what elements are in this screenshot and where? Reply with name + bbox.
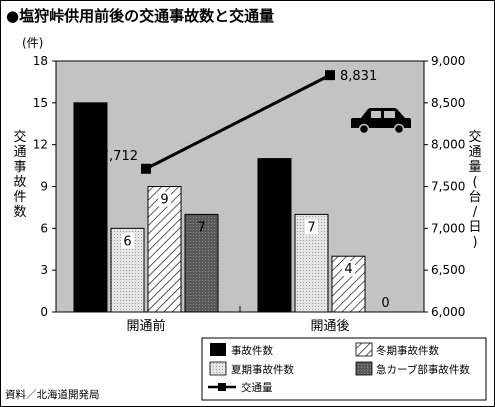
bar-label-1-2: 4 xyxy=(344,262,352,277)
right-tick-label-0: 6,000 xyxy=(431,305,465,319)
right-tick-label-1: 6,500 xyxy=(431,263,465,277)
right-axis-title-char-4: 台 xyxy=(468,190,481,205)
right-axis: 6,000 6,500 7,000 7,500 8,000 8,500 9,000 xyxy=(424,54,465,319)
legend: 事故件数 夏期事故件数 冬期事故件数 急カーブ部事故件数 交通量 xyxy=(201,337,487,401)
left-axis-title-char-4: 件 xyxy=(13,190,26,205)
left-axis-title-char-2: 事 xyxy=(13,160,26,175)
right-axis-title-char-0: 交 xyxy=(468,129,481,145)
bar-1-0 xyxy=(257,158,292,313)
bar-label-1-0: 11 xyxy=(266,165,283,180)
legend-label-2: 冬期事故件数 xyxy=(376,344,439,357)
legend-swatch-2 xyxy=(355,342,373,357)
bar-0-0 xyxy=(73,102,108,313)
traffic-line xyxy=(145,73,331,171)
legend-item-3: 急カーブ部事故件数 xyxy=(355,361,470,376)
bar-label-bg-1-2 xyxy=(342,261,355,277)
bar-label-0-1: 6 xyxy=(123,234,131,249)
right-tick-label-2: 7,000 xyxy=(431,221,465,235)
right-axis-title-char-6: 日 xyxy=(468,220,481,235)
right-axis-title-char-1: 通 xyxy=(468,145,481,160)
traffic-line-series: 7,712 8,831 xyxy=(101,69,377,174)
category-label-1: 開通後 xyxy=(310,319,349,334)
legend-label-4: 交通量 xyxy=(241,381,273,394)
bar-label-1-3: 0 xyxy=(381,296,389,311)
chart-title: ●塩狩峠供用前後の交通事故数と交通量 xyxy=(6,7,274,25)
right-axis-title-char-5: / xyxy=(473,205,478,220)
legend-label-0: 事故件数 xyxy=(231,344,273,357)
bar-label-bg-0-2 xyxy=(158,191,171,207)
right-axis-title-char-7: ) xyxy=(472,235,477,250)
left-tick-label-4: 12 xyxy=(33,138,48,152)
right-axis-title: 交通量(台/日) xyxy=(468,129,481,250)
right-tick-label-3: 7,500 xyxy=(431,180,465,194)
legend-item-1: 夏期事故件数 xyxy=(209,361,294,376)
left-tick-label-3: 9 xyxy=(40,180,48,194)
source-note: 資料／北海道開発局 xyxy=(5,388,100,401)
bar-label-0-2: 9 xyxy=(160,193,168,208)
bar-1-1 xyxy=(294,213,329,313)
left-axis-title-char-3: 故 xyxy=(13,175,26,190)
left-tick-label-1: 3 xyxy=(40,263,48,277)
category-axis: 開通前 開通後 xyxy=(126,306,350,334)
right-tick-label-4: 8,000 xyxy=(431,138,465,152)
traffic-label-1: 8,831 xyxy=(340,69,377,84)
right-axis-title-char-3: ( xyxy=(472,175,477,190)
traffic-point-0 xyxy=(141,163,151,174)
left-axis-unit: (件) xyxy=(22,36,43,50)
legend-label-1: 夏期事故件数 xyxy=(231,363,294,376)
traffic-label-0: 7,712 xyxy=(101,149,138,164)
legend-item-0: 事故件数 xyxy=(210,343,273,357)
bar-label-bg-1-1 xyxy=(305,219,318,235)
right-axis-title-char-2: 量 xyxy=(468,160,481,175)
legend-item-2: 冬期事故件数 xyxy=(355,342,439,357)
left-tick-label-6: 18 xyxy=(33,54,48,68)
left-axis-title-char-5: 数 xyxy=(13,205,26,220)
right-tick-label-6: 9,000 xyxy=(431,54,465,68)
legend-swatch-1 xyxy=(209,361,227,376)
left-axis-title-char-1: 通 xyxy=(13,145,26,160)
legend-marker-4 xyxy=(218,383,226,391)
legend-swatch-0 xyxy=(210,343,226,356)
bar-label-1-1: 7 xyxy=(307,220,315,235)
car-icon xyxy=(351,108,411,135)
bar-label-0-3: 7 xyxy=(197,220,205,235)
bar-label-bg-0-1 xyxy=(121,233,134,249)
left-axis-title-char-0: 交 xyxy=(13,129,26,145)
legend-swatch-3 xyxy=(355,361,373,376)
legend-item-4: 交通量 xyxy=(208,381,273,394)
left-axis: 0 3 6 9 12 15 18 xyxy=(33,54,56,319)
bar-label-0-0: 15 xyxy=(82,109,99,124)
category-label-0: 開通前 xyxy=(126,318,165,334)
left-tick-label-0: 0 xyxy=(40,305,48,319)
right-tick-label-5: 8,500 xyxy=(431,96,465,110)
traffic-point-1 xyxy=(325,70,335,81)
left-tick-label-5: 15 xyxy=(33,96,48,110)
bar-0-3 xyxy=(184,213,219,313)
legend-label-3: 急カーブ部事故件数 xyxy=(376,363,470,376)
bar-0-2 xyxy=(147,186,182,313)
bar-series: 15 6 9 7 11 7 4 0 xyxy=(73,102,390,313)
left-tick-label-2: 6 xyxy=(40,221,48,235)
